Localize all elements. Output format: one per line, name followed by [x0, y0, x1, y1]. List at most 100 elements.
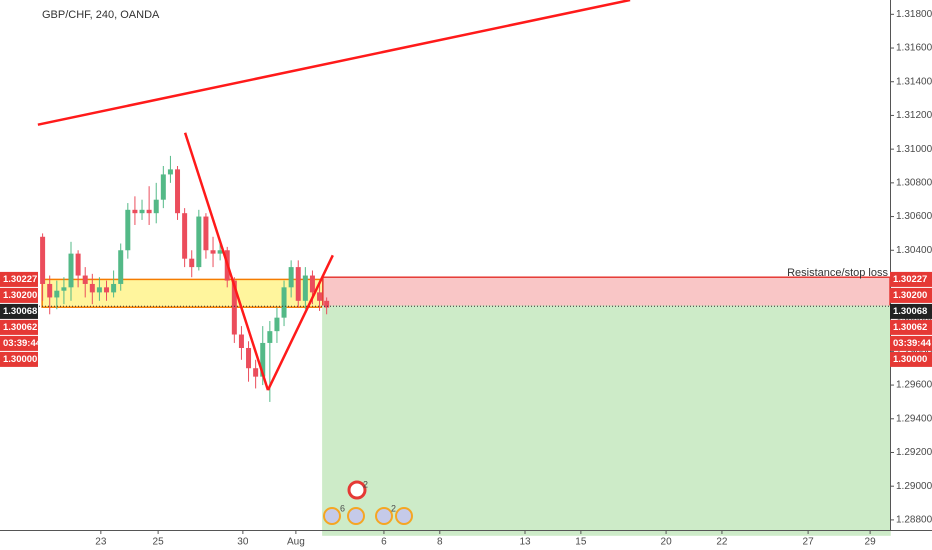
price-label-bg: [0, 287, 38, 303]
candle-body: [203, 216, 209, 251]
price-label-bg: [0, 271, 38, 287]
y-tick-label: 1.31800: [896, 9, 932, 20]
candle-body: [246, 347, 252, 369]
price-label: 1.30000: [893, 354, 927, 365]
candle-body: [231, 280, 237, 335]
price-label-bg: [890, 319, 932, 335]
price-label-bg: [890, 351, 932, 367]
price-label: 1.30062: [3, 322, 37, 333]
price-label-bg: [890, 271, 932, 287]
price-label: 1.30000: [3, 354, 37, 365]
x-tick-label: 22: [716, 537, 728, 548]
y-tick-label: 1.31000: [896, 144, 932, 155]
candle-body: [324, 300, 330, 308]
y-tick-label: 1.29000: [896, 481, 932, 492]
event-icon: [347, 480, 367, 500]
candle-body: [182, 213, 188, 259]
price-label: 1.30227: [3, 274, 37, 285]
y-tick-label: 1.29200: [896, 447, 932, 458]
candle-body: [96, 287, 102, 293]
event-count: 6: [340, 503, 345, 513]
candle-body: [210, 250, 216, 254]
price-label-bg: [890, 303, 932, 319]
y-tick-label: 1.29800: [896, 346, 932, 357]
candle-body: [47, 283, 53, 298]
event-icons: 6 2 2: [323, 479, 413, 525]
price-label: 03:39:44: [3, 338, 42, 349]
chart-title: GBP/CHF, 240, OANDA: [42, 9, 160, 21]
price-label-bg: [890, 287, 932, 303]
candle-body: [295, 267, 301, 301]
y-tick-label: 1.31600: [896, 43, 932, 54]
y-tick-label: 1.28800: [896, 515, 932, 526]
x-tick-label: 13: [519, 537, 531, 548]
candle-body: [40, 236, 46, 284]
trendline: [183, 132, 270, 391]
y-tick-label: 1.30800: [896, 177, 932, 188]
event-icon: [375, 507, 393, 525]
event-icon: [347, 507, 365, 525]
price-label-bg: [0, 319, 38, 335]
y-tick-label: 1.29600: [896, 380, 932, 391]
candle-body: [75, 253, 81, 276]
price-label: 1.30200: [3, 290, 37, 301]
candle-body: [82, 275, 88, 284]
price-label-bg: [0, 303, 38, 319]
x-tick-label: 15: [575, 537, 587, 548]
x-tick-label: 23: [95, 537, 107, 548]
trendline: [266, 254, 334, 391]
x-tick-label: 6: [381, 537, 387, 548]
zone-box: [41, 278, 324, 308]
annotation: Resistance/stop loss: [787, 267, 888, 279]
plot-layer: Resistance/stop loss: [0, 0, 891, 536]
price-label: 1.30068: [3, 306, 37, 317]
x-tick-label: 20: [661, 537, 673, 548]
candle-body: [309, 275, 315, 293]
price-label: 1.30227: [893, 274, 927, 285]
price-label-bg: [890, 335, 932, 351]
candle-body: [104, 287, 110, 293]
candle-body: [118, 250, 124, 284]
price-label: 1.30062: [893, 322, 927, 333]
candle-body: [189, 258, 195, 268]
candle-body: [281, 287, 287, 318]
y-tick-label: 1.29400: [896, 413, 932, 424]
event-icon: [395, 507, 413, 525]
x-tick-label: Aug: [287, 537, 305, 548]
candle-body: [68, 253, 74, 288]
candle-body: [125, 209, 131, 251]
x-tick-label: 27: [803, 537, 815, 548]
event-count: 2: [391, 503, 396, 513]
price-label: 03:39:44: [893, 338, 932, 349]
price-label: 1.30068: [893, 306, 927, 317]
candle-body: [146, 209, 152, 214]
candle-body: [175, 169, 181, 214]
candle-body: [54, 290, 60, 298]
y-tick-label: 1.30400: [896, 245, 932, 256]
candle-body: [167, 169, 173, 175]
x-tick-label: 29: [865, 537, 877, 548]
candle-body: [111, 283, 117, 293]
candle-body: [317, 292, 323, 301]
candle-body: [89, 283, 95, 293]
candle-body: [267, 331, 273, 343]
candle-body: [288, 267, 294, 288]
y-tick-label: 1.31400: [896, 76, 932, 87]
y-tick-label: 1.30600: [896, 211, 932, 222]
zone-box: [322, 276, 891, 307]
event-icon: [323, 507, 341, 525]
candle-body: [238, 334, 244, 348]
trendline: [37, 0, 631, 126]
zone-box: [322, 305, 891, 536]
price-label: 1.30200: [893, 290, 927, 301]
x-tick-label: 30: [237, 537, 249, 548]
candle-body: [253, 368, 259, 377]
price-label-bg: [0, 335, 38, 351]
candle-body: [196, 216, 202, 268]
candle-body: [274, 317, 280, 332]
event-count: 2: [363, 479, 368, 489]
candle-body: [260, 342, 266, 377]
y-tick-label: 1.31200: [896, 110, 932, 121]
